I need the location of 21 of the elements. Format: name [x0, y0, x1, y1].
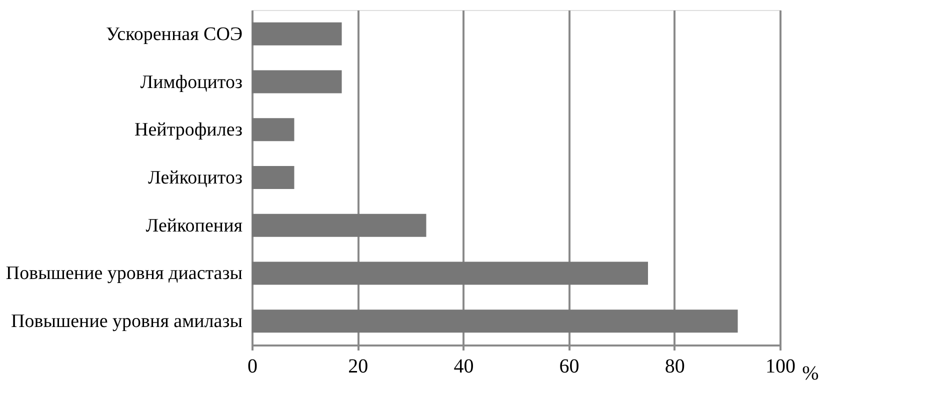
bar	[252, 22, 342, 46]
y-tick-label: Ускоренная СОЭ	[106, 24, 242, 45]
bar	[252, 118, 294, 142]
x-tick-label: 40	[454, 356, 474, 378]
x-tick-label: 0	[248, 356, 258, 378]
bar	[252, 166, 294, 189]
bar	[252, 262, 648, 285]
y-tick-label: Повышение уровня диастазы	[6, 263, 243, 284]
y-tick-label: Нейтрофилез	[134, 120, 242, 141]
x-tick-label: 100	[766, 356, 796, 378]
bar	[252, 70, 342, 94]
y-tick-label: Лейкопения	[146, 215, 243, 236]
y-tick-label: Повышение уровня амилазы	[11, 311, 243, 332]
x-tick-label: 20	[348, 356, 368, 378]
y-tick-label: Лейкоцитоз	[148, 168, 242, 188]
bar	[252, 310, 738, 333]
x-axis-title: %	[802, 362, 819, 384]
bar	[252, 214, 426, 237]
x-tick-label: 60	[559, 356, 580, 378]
y-tick-label: Лимфоцитоз	[140, 72, 242, 93]
x-tick-label: 80	[664, 356, 685, 378]
